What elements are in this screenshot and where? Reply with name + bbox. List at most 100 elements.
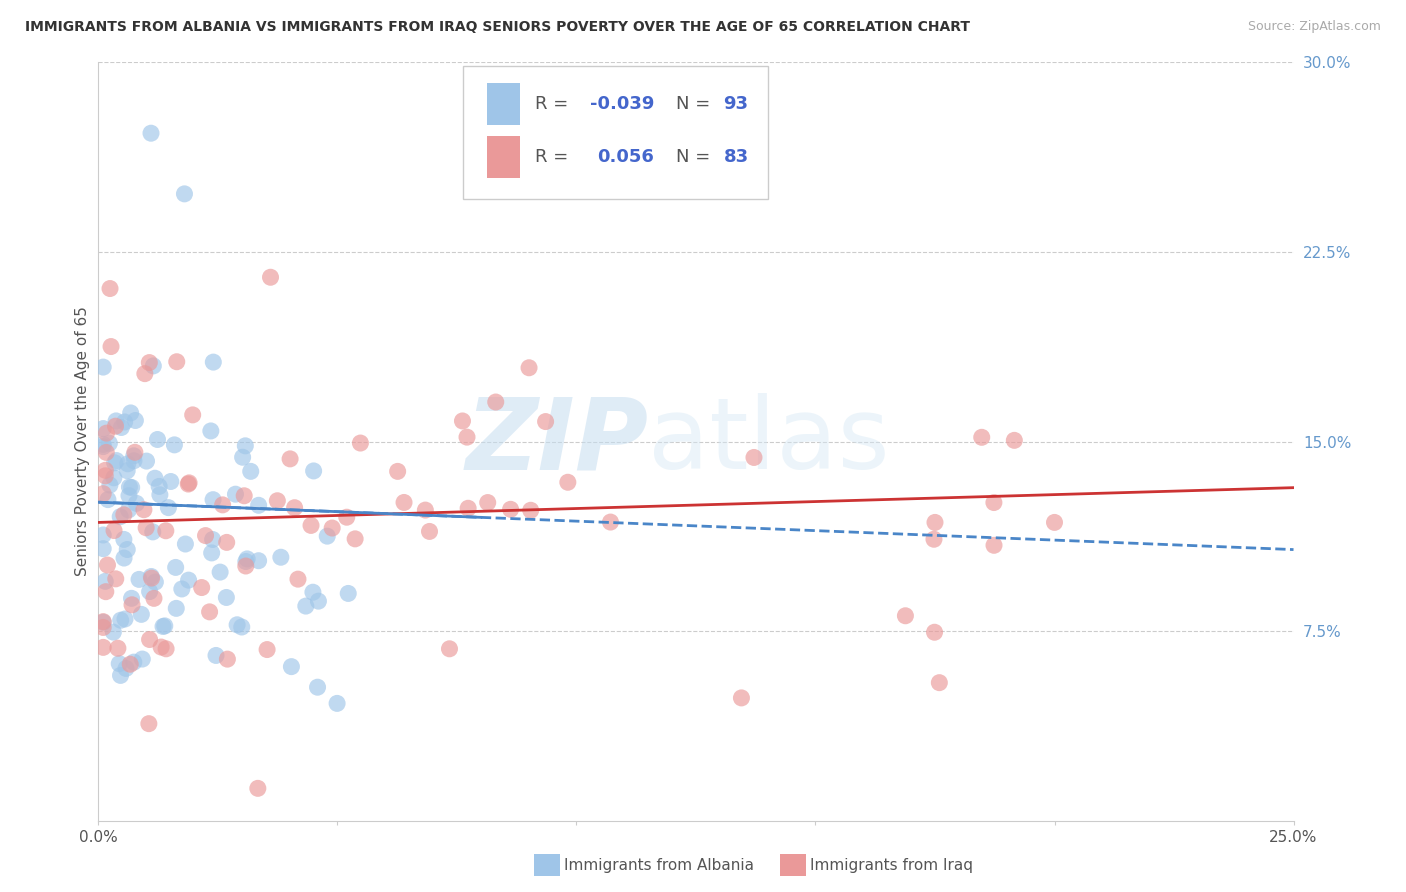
Point xyxy=(110,668,132,682)
Point xyxy=(349,436,371,450)
Point xyxy=(152,619,174,633)
Point xyxy=(141,571,163,585)
Point xyxy=(316,529,339,543)
Point xyxy=(190,581,212,595)
Point xyxy=(155,641,177,656)
Point xyxy=(139,126,162,140)
Point xyxy=(125,496,148,510)
Text: Immigrants from Iraq: Immigrants from Iraq xyxy=(810,858,973,872)
Point xyxy=(117,542,139,557)
Point xyxy=(235,555,257,569)
Point xyxy=(138,716,160,731)
Point xyxy=(215,535,238,549)
Point xyxy=(103,524,125,538)
Text: atlas: atlas xyxy=(648,393,890,490)
Point xyxy=(103,471,125,485)
Point xyxy=(922,533,945,547)
Point xyxy=(120,406,142,420)
Point xyxy=(226,617,249,632)
Point xyxy=(730,690,752,705)
Point xyxy=(165,560,187,574)
Point xyxy=(477,495,499,509)
Point xyxy=(112,533,135,547)
Point xyxy=(233,489,256,503)
Point xyxy=(278,451,301,466)
Point xyxy=(534,415,557,429)
Text: ZIP: ZIP xyxy=(465,393,648,490)
Point xyxy=(177,477,200,491)
Point xyxy=(105,453,128,467)
Point xyxy=(198,605,221,619)
Point xyxy=(91,615,114,629)
Point xyxy=(287,572,309,586)
Point xyxy=(96,558,118,572)
Point xyxy=(134,367,156,381)
Point xyxy=(131,607,153,622)
Point xyxy=(344,532,367,546)
Point xyxy=(105,414,128,428)
Point xyxy=(166,355,188,369)
Point xyxy=(194,528,217,542)
Point xyxy=(201,533,224,547)
Point xyxy=(142,359,165,373)
Point xyxy=(202,355,225,369)
Point xyxy=(94,574,117,589)
Point xyxy=(135,454,157,468)
Point xyxy=(259,270,281,285)
Point xyxy=(235,559,257,574)
Point xyxy=(326,697,349,711)
Point xyxy=(104,456,127,470)
Text: 0.056: 0.056 xyxy=(596,148,654,166)
Point xyxy=(165,601,187,615)
Point xyxy=(439,641,461,656)
Point xyxy=(451,414,474,428)
Point xyxy=(91,440,114,454)
Point xyxy=(145,575,167,590)
Point xyxy=(142,591,165,606)
Point xyxy=(247,498,270,512)
Point xyxy=(233,439,256,453)
Point xyxy=(108,509,131,524)
Point xyxy=(202,492,225,507)
Point xyxy=(94,463,117,477)
Point xyxy=(110,613,132,627)
Point xyxy=(91,437,114,451)
Point xyxy=(124,413,146,427)
Point xyxy=(174,537,197,551)
Point xyxy=(177,475,200,490)
Text: R =: R = xyxy=(534,95,574,113)
Point xyxy=(98,478,121,492)
Point xyxy=(170,582,193,596)
Point xyxy=(284,500,307,515)
Point xyxy=(201,546,224,560)
Point xyxy=(128,573,150,587)
Point xyxy=(1043,516,1066,530)
Point xyxy=(392,495,415,509)
FancyBboxPatch shape xyxy=(486,136,520,178)
Point xyxy=(415,503,437,517)
Point xyxy=(141,569,163,583)
FancyBboxPatch shape xyxy=(486,83,520,125)
Point xyxy=(115,464,138,478)
Point xyxy=(97,492,120,507)
Point xyxy=(924,516,946,530)
Point xyxy=(91,615,114,630)
Point xyxy=(114,415,136,429)
Point xyxy=(236,552,259,566)
Point xyxy=(231,620,253,634)
Point xyxy=(155,524,177,538)
Point xyxy=(100,340,122,354)
Point xyxy=(138,632,160,647)
Point xyxy=(98,281,121,295)
Point xyxy=(135,521,157,535)
Point xyxy=(557,475,579,490)
Point xyxy=(499,502,522,516)
Point xyxy=(91,421,114,435)
Point xyxy=(239,464,262,478)
Point xyxy=(131,652,153,666)
Point xyxy=(104,419,127,434)
Point xyxy=(142,524,165,539)
Text: N =: N = xyxy=(676,148,716,166)
Point xyxy=(153,619,176,633)
Point xyxy=(138,355,160,369)
